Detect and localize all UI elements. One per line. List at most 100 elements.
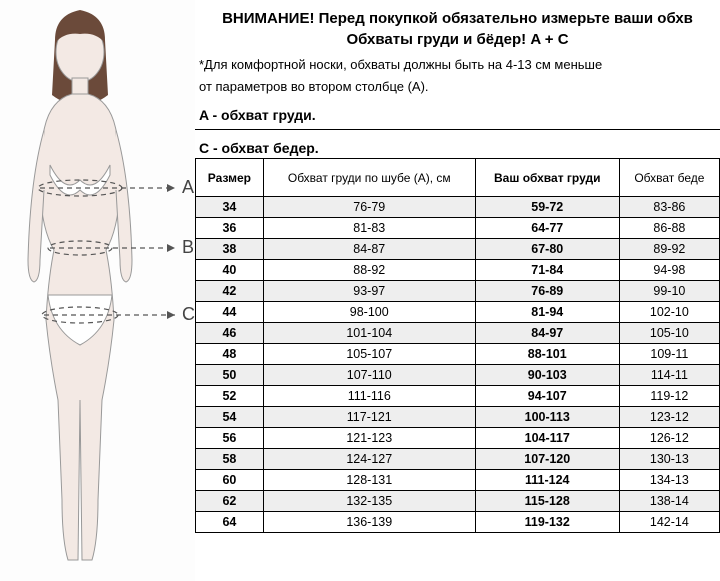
table-cell: 126-12 bbox=[619, 428, 719, 449]
table-row: 3476-7959-7283-86 bbox=[196, 197, 720, 218]
table-cell: 100-113 bbox=[475, 407, 619, 428]
table-cell: 105-10 bbox=[619, 323, 719, 344]
content-column: ВНИМАНИЕ! Перед покупкой обязательно изм… bbox=[195, 0, 720, 581]
table-cell: 121-123 bbox=[263, 428, 475, 449]
table-cell: 42 bbox=[196, 281, 264, 302]
table-cell: 36 bbox=[196, 218, 264, 239]
marker-letter-b: B bbox=[182, 237, 194, 257]
table-cell: 123-12 bbox=[619, 407, 719, 428]
table-row: 62132-135115-128138-14 bbox=[196, 491, 720, 512]
table-cell: 111-116 bbox=[263, 386, 475, 407]
arm-right bbox=[116, 130, 132, 282]
table-cell: 105-107 bbox=[263, 344, 475, 365]
col-your-bust: Ваш обхват груди bbox=[475, 159, 619, 197]
headline-2: Обхваты груди и бёдер! A + C bbox=[195, 29, 720, 54]
col-size: Размер bbox=[196, 159, 264, 197]
table-cell: 46 bbox=[196, 323, 264, 344]
table-cell: 83-86 bbox=[619, 197, 719, 218]
arrow-b bbox=[167, 244, 175, 252]
headline-1: ВНИМАНИЕ! Перед покупкой обязательно изм… bbox=[195, 8, 720, 29]
table-cell: 76-79 bbox=[263, 197, 475, 218]
body-figure-diagram: A B C bbox=[0, 0, 195, 581]
arrow-a bbox=[167, 184, 175, 192]
table-row: 3884-8767-8089-92 bbox=[196, 239, 720, 260]
table-cell: 102-10 bbox=[619, 302, 719, 323]
table-cell: 56 bbox=[196, 428, 264, 449]
table-cell: 84-87 bbox=[263, 239, 475, 260]
table-cell: 94-107 bbox=[475, 386, 619, 407]
table-cell: 114-11 bbox=[619, 365, 719, 386]
section-label-a: A - обхват груди. bbox=[195, 97, 720, 130]
table-row: 52111-11694-107119-12 bbox=[196, 386, 720, 407]
table-cell: 34 bbox=[196, 197, 264, 218]
table-cell: 104-117 bbox=[475, 428, 619, 449]
table-cell: 54 bbox=[196, 407, 264, 428]
table-cell: 142-14 bbox=[619, 512, 719, 533]
table-cell: 117-121 bbox=[263, 407, 475, 428]
col-bust-coat: Обхват груди по шубе (A), см bbox=[263, 159, 475, 197]
table-cell: 58 bbox=[196, 449, 264, 470]
col-hip: Обхват беде bbox=[619, 159, 719, 197]
table-row: 60128-131111-124134-13 bbox=[196, 470, 720, 491]
table-cell: 107-110 bbox=[263, 365, 475, 386]
table-cell: 136-139 bbox=[263, 512, 475, 533]
table-cell: 138-14 bbox=[619, 491, 719, 512]
table-cell: 62 bbox=[196, 491, 264, 512]
table-cell: 60 bbox=[196, 470, 264, 491]
table-header-row: Размер Обхват груди по шубе (A), см Ваш … bbox=[196, 159, 720, 197]
table-row: 48105-10788-101109-11 bbox=[196, 344, 720, 365]
table-cell: 132-135 bbox=[263, 491, 475, 512]
table-cell: 134-13 bbox=[619, 470, 719, 491]
table-cell: 109-11 bbox=[619, 344, 719, 365]
table-row: 50107-11090-103114-11 bbox=[196, 365, 720, 386]
table-cell: 81-94 bbox=[475, 302, 619, 323]
table-row: 56121-123104-117126-12 bbox=[196, 428, 720, 449]
table-row: 3681-8364-7786-88 bbox=[196, 218, 720, 239]
table-cell: 48 bbox=[196, 344, 264, 365]
table-row: 46101-10484-97105-10 bbox=[196, 323, 720, 344]
table-cell: 84-97 bbox=[475, 323, 619, 344]
marker-letter-a: A bbox=[182, 177, 194, 197]
note-line-1: *Для комфортной носки, обхваты должны бы… bbox=[195, 54, 720, 76]
table-cell: 38 bbox=[196, 239, 264, 260]
table-cell: 59-72 bbox=[475, 197, 619, 218]
table-cell: 89-92 bbox=[619, 239, 719, 260]
table-cell: 88-92 bbox=[263, 260, 475, 281]
table-row: 54117-121100-113123-12 bbox=[196, 407, 720, 428]
table-cell: 98-100 bbox=[263, 302, 475, 323]
table-cell: 44 bbox=[196, 302, 264, 323]
table-cell: 99-10 bbox=[619, 281, 719, 302]
table-cell: 64-77 bbox=[475, 218, 619, 239]
table-cell: 52 bbox=[196, 386, 264, 407]
table-cell: 94-98 bbox=[619, 260, 719, 281]
table-cell: 86-88 bbox=[619, 218, 719, 239]
neck bbox=[72, 78, 88, 96]
arrow-c bbox=[167, 311, 175, 319]
table-cell: 128-131 bbox=[263, 470, 475, 491]
table-cell: 67-80 bbox=[475, 239, 619, 260]
table-row: 4498-10081-94102-10 bbox=[196, 302, 720, 323]
table-cell: 71-84 bbox=[475, 260, 619, 281]
section-label-c: C - обхват бедер. bbox=[195, 130, 720, 158]
table-cell: 81-83 bbox=[263, 218, 475, 239]
table-cell: 119-12 bbox=[619, 386, 719, 407]
table-cell: 111-124 bbox=[475, 470, 619, 491]
table-cell: 124-127 bbox=[263, 449, 475, 470]
table-cell: 101-104 bbox=[263, 323, 475, 344]
table-cell: 76-89 bbox=[475, 281, 619, 302]
table-cell: 107-120 bbox=[475, 449, 619, 470]
table-cell: 50 bbox=[196, 365, 264, 386]
note-line-2: от параметров во втором столбце (А). bbox=[195, 76, 720, 98]
table-cell: 64 bbox=[196, 512, 264, 533]
marker-letter-c: C bbox=[182, 304, 195, 324]
table-cell: 130-13 bbox=[619, 449, 719, 470]
arm-left bbox=[28, 130, 44, 282]
table-cell: 115-128 bbox=[475, 491, 619, 512]
table-cell: 119-132 bbox=[475, 512, 619, 533]
table-cell: 88-101 bbox=[475, 344, 619, 365]
table-row: 4088-9271-8494-98 bbox=[196, 260, 720, 281]
table-cell: 40 bbox=[196, 260, 264, 281]
table-row: 4293-9776-8999-10 bbox=[196, 281, 720, 302]
table-cell: 93-97 bbox=[263, 281, 475, 302]
table-row: 58124-127107-120130-13 bbox=[196, 449, 720, 470]
